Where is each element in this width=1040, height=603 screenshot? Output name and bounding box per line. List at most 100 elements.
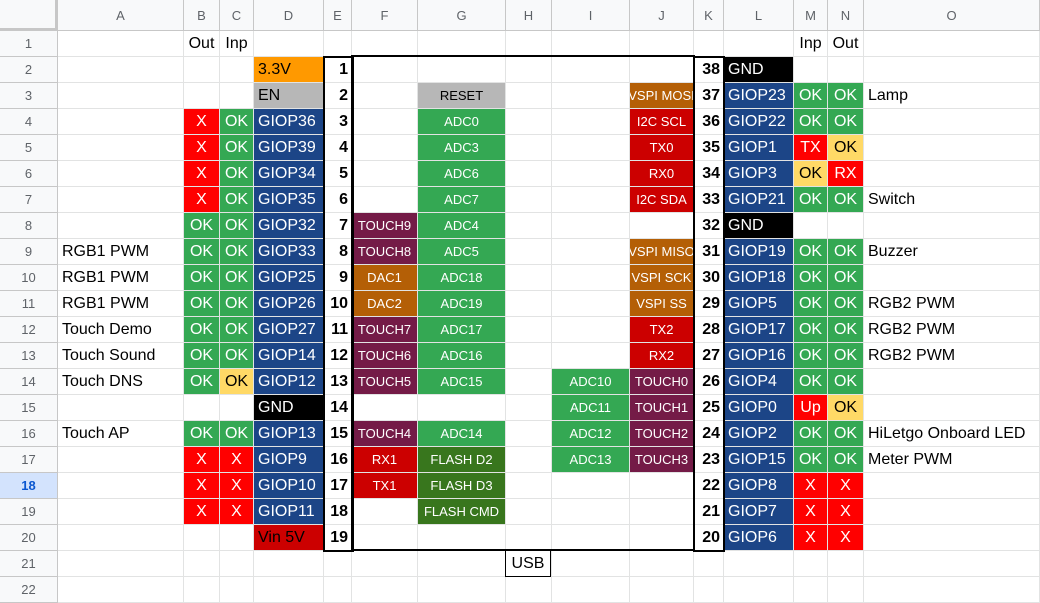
cell-k22[interactable] (694, 577, 724, 603)
output-status[interactable]: OK (184, 265, 220, 291)
pin-function-g[interactable]: ADC3 (418, 135, 506, 161)
column-header-d[interactable]: D (254, 0, 324, 31)
function-label[interactable]: RGB2 PWM (864, 317, 1040, 343)
gpio-name[interactable]: GIOP2 (724, 421, 794, 447)
cell-j2[interactable] (630, 57, 694, 83)
cell-o19[interactable] (864, 499, 1040, 525)
cell-o18[interactable] (864, 473, 1040, 499)
cell-b3[interactable] (184, 83, 220, 109)
gpio-name[interactable]: GIOP17 (724, 317, 794, 343)
cell-o22[interactable] (864, 577, 1040, 603)
gpio-name[interactable]: GIOP27 (254, 317, 324, 343)
cell-f6[interactable] (352, 161, 418, 187)
cell-f4[interactable] (352, 109, 418, 135)
input-status[interactable]: OK (220, 369, 254, 395)
cell-n21[interactable] (828, 551, 864, 577)
cell-g1[interactable] (418, 31, 506, 57)
function-label[interactable]: Touch Sound (58, 343, 184, 369)
output-status[interactable]: X (184, 187, 220, 213)
output-status[interactable]: OK (828, 343, 864, 369)
cell-m22[interactable] (794, 577, 828, 603)
input-status[interactable]: OK (794, 447, 828, 473)
pin-number[interactable]: 2 (324, 83, 352, 109)
pin-number[interactable]: 33 (694, 187, 724, 213)
function-label[interactable]: Meter PWM (864, 447, 1040, 473)
header-m-label[interactable]: Inp (794, 31, 828, 57)
cell-i6[interactable] (552, 161, 630, 187)
gpio-name[interactable]: GIOP22 (724, 109, 794, 135)
pin-function-i[interactable]: ADC13 (552, 447, 630, 473)
pin-number[interactable]: 23 (694, 447, 724, 473)
pin-function-g[interactable]: ADC7 (418, 187, 506, 213)
output-status[interactable]: OK (828, 317, 864, 343)
function-label[interactable]: RGB2 PWM (864, 291, 1040, 317)
pin-number[interactable]: 32 (694, 213, 724, 239)
cell-a3[interactable] (58, 83, 184, 109)
pin-function-g[interactable]: ADC0 (418, 109, 506, 135)
cell-a17[interactable] (58, 447, 184, 473)
row-header-5[interactable]: 5 (0, 135, 58, 161)
output-status[interactable]: OK (828, 135, 864, 161)
pin-function-f[interactable]: TOUCH7 (352, 317, 418, 343)
output-status[interactable]: OK (828, 291, 864, 317)
cell-j8[interactable] (630, 213, 694, 239)
output-status[interactable]: OK (184, 291, 220, 317)
cell-o20[interactable] (864, 525, 1040, 551)
cell-b2[interactable] (184, 57, 220, 83)
cell-h15[interactable] (506, 395, 552, 421)
function-label[interactable]: RGB1 PWM (58, 291, 184, 317)
row-header-2[interactable]: 2 (0, 57, 58, 83)
gpio-name[interactable]: GIOP13 (254, 421, 324, 447)
cell-h16[interactable] (506, 421, 552, 447)
pin-number[interactable]: 20 (694, 525, 724, 551)
input-status[interactable]: OK (220, 187, 254, 213)
cell-b22[interactable] (184, 577, 220, 603)
cell-e21[interactable] (324, 551, 352, 577)
cell-h5[interactable] (506, 135, 552, 161)
input-status[interactable]: TX (794, 135, 828, 161)
cell-i2[interactable] (552, 57, 630, 83)
row-header-14[interactable]: 14 (0, 369, 58, 395)
input-status[interactable]: X (220, 447, 254, 473)
pin-number[interactable]: 5 (324, 161, 352, 187)
pin-function-f[interactable]: TOUCH5 (352, 369, 418, 395)
pin-number[interactable]: 10 (324, 291, 352, 317)
cell-h20[interactable] (506, 525, 552, 551)
cell-d1[interactable] (254, 31, 324, 57)
pin-function-i[interactable]: ADC11 (552, 395, 630, 421)
pin-number[interactable]: 25 (694, 395, 724, 421)
cell-a1[interactable] (58, 31, 184, 57)
gpio-name[interactable]: GIOP33 (254, 239, 324, 265)
pin-function-j[interactable]: RX0 (630, 161, 694, 187)
cell-a7[interactable] (58, 187, 184, 213)
cell-a20[interactable] (58, 525, 184, 551)
cell-k21[interactable] (694, 551, 724, 577)
input-status[interactable]: OK (794, 83, 828, 109)
cell-a22[interactable] (58, 577, 184, 603)
input-status[interactable]: OK (220, 161, 254, 187)
pin-function-f[interactable]: TX1 (352, 473, 418, 499)
pin-number[interactable]: 1 (324, 57, 352, 83)
input-status[interactable]: OK (794, 421, 828, 447)
input-status[interactable]: OK (220, 239, 254, 265)
row-header-11[interactable]: 11 (0, 291, 58, 317)
cell-j19[interactable] (630, 499, 694, 525)
cell-o14[interactable] (864, 369, 1040, 395)
input-status[interactable]: OK (220, 317, 254, 343)
column-header-g[interactable]: G (418, 0, 506, 31)
cell-m21[interactable] (794, 551, 828, 577)
cell-h13[interactable] (506, 343, 552, 369)
output-status[interactable]: OK (184, 369, 220, 395)
gpio-name[interactable]: GIOP4 (724, 369, 794, 395)
gpio-name[interactable]: Vin 5V (254, 525, 324, 551)
pin-function-j[interactable]: VSPI MISO (630, 239, 694, 265)
cell-h17[interactable] (506, 447, 552, 473)
pin-function-g[interactable]: ADC19 (418, 291, 506, 317)
pin-function-f[interactable]: DAC2 (352, 291, 418, 317)
cell-a21[interactable] (58, 551, 184, 577)
cell-j1[interactable] (630, 31, 694, 57)
gpio-name[interactable]: GIOP6 (724, 525, 794, 551)
gpio-name[interactable]: GIOP8 (724, 473, 794, 499)
input-status[interactable]: Up (794, 395, 828, 421)
